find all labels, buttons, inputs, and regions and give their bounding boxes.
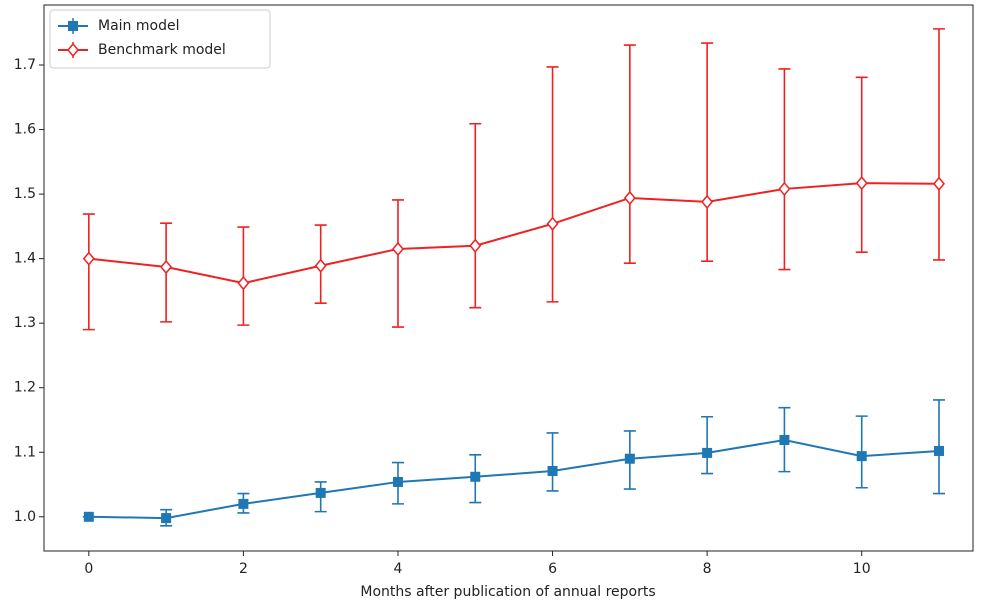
data-point xyxy=(161,513,172,524)
data-point xyxy=(779,434,790,445)
legend-marker xyxy=(67,42,79,58)
error-bar xyxy=(778,68,791,271)
data-point xyxy=(82,251,95,266)
error-bar xyxy=(623,44,636,264)
y-tick-label: 1.0 xyxy=(14,509,36,525)
error-bar xyxy=(82,213,95,331)
data-point xyxy=(547,465,558,476)
y-tick-label: 1.1 xyxy=(14,444,36,460)
x-tick-label: 10 xyxy=(853,561,871,577)
y-tick-label: 1.3 xyxy=(14,315,36,331)
x-axis-label: Months after publication of annual repor… xyxy=(360,584,655,600)
data-point xyxy=(933,445,944,456)
data-point xyxy=(237,275,250,291)
x-tick-label: 6 xyxy=(548,561,557,577)
data-point xyxy=(469,238,482,253)
data-point xyxy=(238,498,249,509)
data-point xyxy=(546,216,559,231)
y-tick-label: 1.6 xyxy=(14,122,36,138)
error-bar xyxy=(391,199,404,328)
error-bar xyxy=(701,415,714,475)
data-point xyxy=(392,241,404,257)
data-point xyxy=(470,471,481,482)
error-bar xyxy=(546,66,559,303)
x-tick-label: 0 xyxy=(84,561,93,577)
data-point xyxy=(83,511,94,522)
plot-frame xyxy=(43,4,974,552)
data-point xyxy=(702,447,713,458)
y-tick-label: 1.5 xyxy=(14,186,36,202)
error-bar xyxy=(855,76,868,253)
legend-label: Benchmark model xyxy=(98,42,226,58)
data-point xyxy=(624,453,635,464)
y-tick-label: 1.4 xyxy=(14,251,36,267)
x-tick-label: 2 xyxy=(239,561,248,577)
x-tick-label: 8 xyxy=(703,561,712,577)
data-point xyxy=(392,476,403,487)
data-point xyxy=(855,175,868,191)
series-line xyxy=(88,182,940,285)
y-tick-label: 1.2 xyxy=(14,380,36,396)
data-point xyxy=(315,487,326,498)
data-point xyxy=(933,176,945,191)
legend-marker xyxy=(68,21,78,31)
y-tick-label: 1.7 xyxy=(14,57,36,73)
error-bar xyxy=(932,28,945,261)
error-bar xyxy=(701,42,714,263)
data-point xyxy=(623,190,636,206)
data-point xyxy=(778,181,791,197)
data-point xyxy=(701,194,714,210)
error-bar xyxy=(546,432,559,492)
data-point xyxy=(314,258,327,273)
error-bar xyxy=(469,122,482,309)
data-point xyxy=(856,451,867,462)
x-tick-label: 4 xyxy=(394,561,403,577)
series-line xyxy=(88,438,940,520)
data-point xyxy=(160,259,173,275)
legend-box xyxy=(49,9,271,69)
legend-label: Main model xyxy=(98,18,179,34)
